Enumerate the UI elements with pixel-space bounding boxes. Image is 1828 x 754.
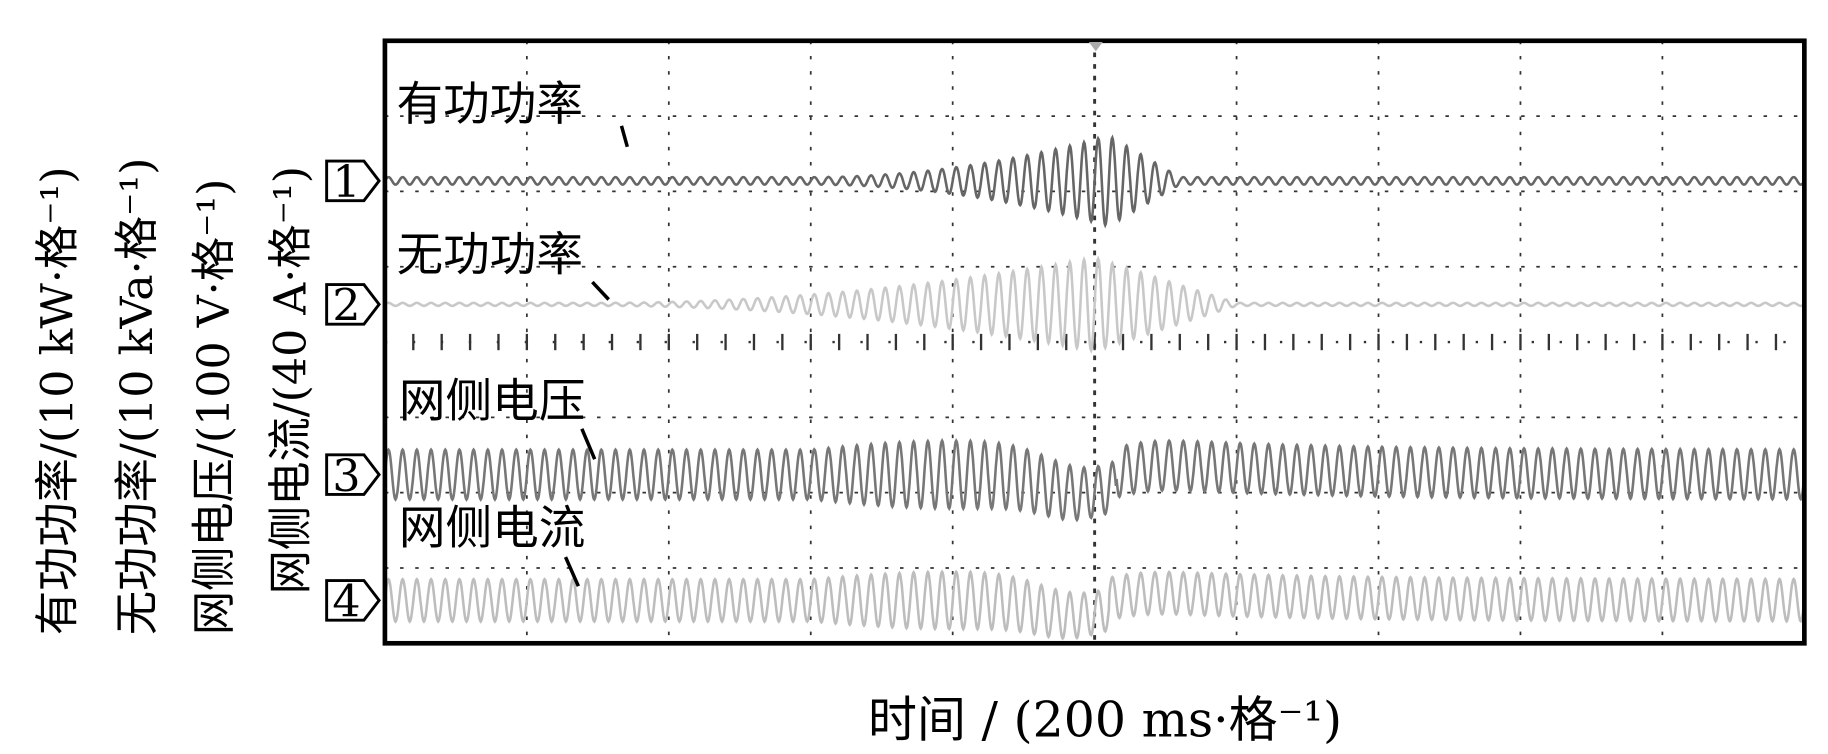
channel-marker-1: 1	[325, 157, 381, 208]
y-label-2: 无功功率/(10 kVa·格⁻¹)	[112, 158, 163, 635]
leader-line-1	[619, 125, 630, 148]
trace-2	[384, 255, 1806, 354]
grid	[383, 40, 1806, 644]
trace-label-2: 无功功率	[397, 227, 583, 281]
channel-marker-box	[325, 283, 381, 326]
channel-marker-4: 4	[325, 577, 381, 628]
trace-3	[383, 437, 1806, 523]
channel-marker-3: 3	[325, 451, 381, 502]
traces	[383, 134, 1806, 641]
channel-marker-box	[325, 453, 381, 496]
x-axis-label: 时间 / (200 ms·格⁻¹)	[868, 692, 1342, 749]
trace-label-1: 有功功率	[397, 77, 583, 131]
channel-marker-number: 3	[332, 451, 360, 502]
channel-marker-number: 4	[332, 577, 360, 628]
y-label-3: 网侧电压/(100 V·格⁻¹)	[189, 179, 240, 635]
trace-4	[383, 569, 1806, 641]
trigger-marker	[1088, 41, 1103, 52]
trace-label-4: 网侧电流	[399, 501, 585, 555]
leader-line-4	[563, 556, 580, 587]
trace-label-3: 网侧电压	[399, 374, 585, 428]
channel-marker-2: 2	[325, 281, 381, 332]
plot-frame	[382, 38, 1807, 646]
channel-marker-box	[325, 579, 381, 622]
leader-line-3	[580, 428, 597, 460]
leader-line-2	[591, 280, 610, 301]
channel-marker-number: 2	[332, 281, 360, 332]
channel-marker-box	[325, 159, 381, 203]
channel-marker-number: 1	[332, 157, 360, 208]
trace-1	[383, 134, 1806, 229]
y-axis-labels: 有功功率/(10 kW·格⁻¹) 无功功率/(10 kVa·格⁻¹) 网侧电压/…	[33, 158, 317, 635]
y-label-1: 有功功率/(10 kW·格⁻¹)	[33, 166, 84, 635]
y-label-4: 网侧电流/(40 A·格⁻¹)	[266, 166, 317, 594]
